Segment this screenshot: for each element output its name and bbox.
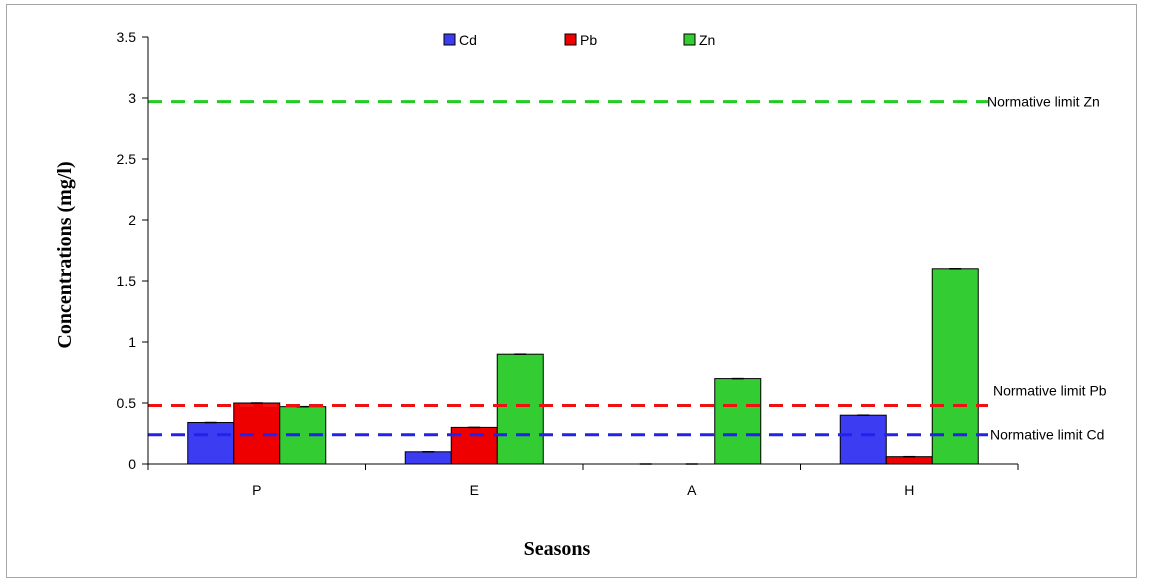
legend: Cd Pb Zn [443, 32, 715, 48]
bar-pb-e [450, 426, 498, 465]
normative-limit-zn-label: Normative limit Zn [987, 94, 1100, 110]
normative-limit-pb-label: Normative limit Pb [993, 382, 1107, 398]
y-tick-label: 3.5 [117, 29, 137, 45]
legend-label-pb: Pb [580, 32, 597, 48]
legend-swatch-zn [683, 33, 696, 46]
legend-label-cd: Cd [459, 32, 477, 48]
x-tick-label: E [470, 482, 479, 498]
normative-limit-cd-label: Normative limit Cd [990, 427, 1104, 443]
bar-zn-a [714, 378, 762, 465]
reference-lines: Normative limit Zn Normative limit Pb Norm… [148, 94, 1107, 443]
y-axis-title: Concentrations (mg/l) [54, 161, 76, 348]
bar-pb-h [885, 456, 933, 465]
x-tick-label: H [904, 482, 914, 498]
bar-cd-h [839, 414, 887, 465]
legend-swatch-pb [564, 33, 577, 46]
y-tick-label: 1.5 [117, 273, 137, 289]
y-tick-label: 0 [128, 456, 136, 472]
x-tick-label: A [687, 482, 697, 498]
x-tick-label: P [252, 482, 261, 498]
y-tick-label: 2.5 [117, 151, 137, 167]
y-tick-label: 3 [128, 90, 136, 106]
y-tick-label: 2 [128, 212, 136, 228]
legend-label-zn: Zn [699, 32, 715, 48]
bar-zn-h [931, 268, 979, 465]
plot-area [187, 268, 979, 465]
y-tick-label: 0.5 [117, 395, 137, 411]
bar-cd-p [187, 422, 235, 465]
y-tick-label: 1 [128, 334, 136, 350]
bar-zn-e [496, 353, 544, 465]
x-axis-title: Seasons [524, 538, 591, 560]
axes: 0 0.5 1 1.5 2 2.5 3 3.5 P E A H [117, 29, 1019, 498]
bar-cd-e [404, 451, 452, 465]
legend-swatch-cd [443, 33, 456, 46]
